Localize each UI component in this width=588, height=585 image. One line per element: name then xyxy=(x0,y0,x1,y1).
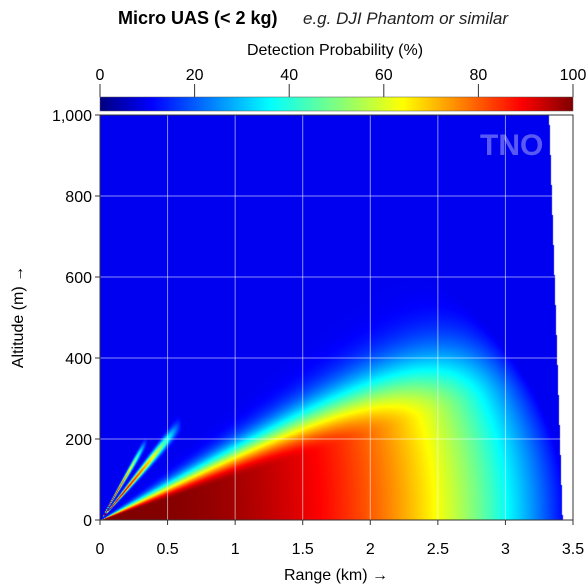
x-tick-label: 0 xyxy=(96,541,105,558)
y-tick-label: 600 xyxy=(65,270,92,287)
grid xyxy=(100,115,573,520)
colorbar xyxy=(99,96,574,112)
x-tick-label: 0.5 xyxy=(156,541,178,558)
watermark-logo: TNO xyxy=(480,129,543,162)
x-tick-label: 1 xyxy=(231,541,240,558)
colorbar-tick-label: 40 xyxy=(280,67,298,84)
x-axis-label: Range (km) → xyxy=(284,567,388,584)
y-axis-ticks: 0 200 400 600 800 1,000 xyxy=(52,108,100,530)
colorbar-ticks: 0 20 40 60 80 100 xyxy=(96,67,587,97)
x-tick-label: 3.5 xyxy=(562,541,584,558)
y-tick-label: 800 xyxy=(65,189,92,206)
plot-frame xyxy=(99,114,574,521)
x-tick-label: 3 xyxy=(501,541,510,558)
x-axis-ticks: 0 0.5 1 1.5 2 2.5 3 3.5 xyxy=(96,520,584,558)
y-tick-label: 400 xyxy=(65,351,92,368)
x-tick-label: 2 xyxy=(366,541,375,558)
colorbar-tick-label: 60 xyxy=(375,67,393,84)
chart-title: Micro UAS (< 2 kg) xyxy=(118,8,278,28)
x-tick-label: 2.5 xyxy=(427,541,449,558)
colorbar-tick-label: 100 xyxy=(560,67,587,84)
colorbar-tick-label: 80 xyxy=(470,67,488,84)
x-tick-label: 1.5 xyxy=(292,541,314,558)
y-tick-label: 0 xyxy=(83,513,92,530)
y-tick-label: 200 xyxy=(65,432,92,449)
colorbar-tick-label: 20 xyxy=(186,67,204,84)
heatmap xyxy=(100,115,573,520)
colorbar-tick-label: 0 xyxy=(96,67,105,84)
chart-subtitle: e.g. DJI Phantom or similar xyxy=(303,9,509,28)
y-axis-label: Altitude (m) → xyxy=(10,266,27,368)
y-tick-label: 1,000 xyxy=(52,108,92,125)
colorbar-label: Detection Probability (%) xyxy=(247,42,423,59)
